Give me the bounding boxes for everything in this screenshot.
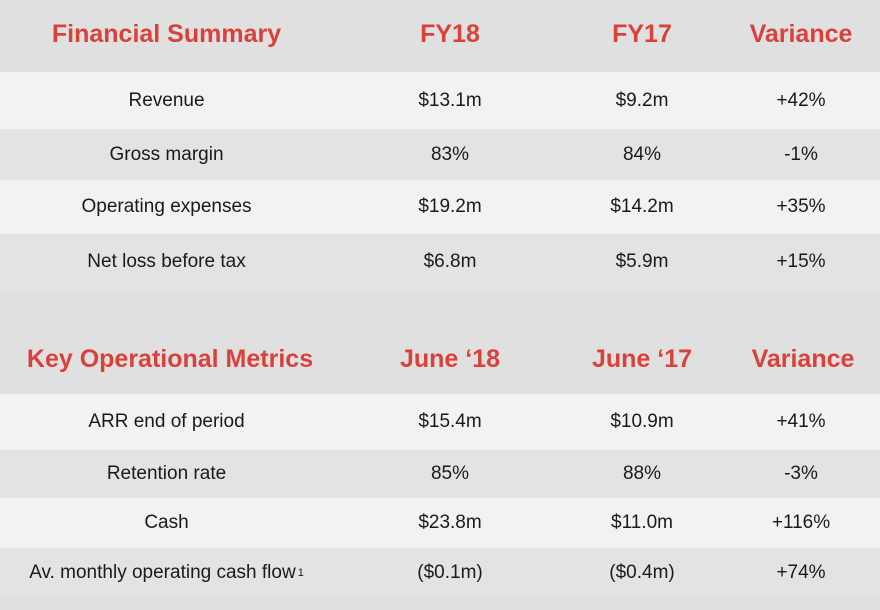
row-value-fy17: $9.2m bbox=[615, 89, 669, 111]
financial-col-variance: Variance bbox=[749, 19, 853, 48]
row-label-with-footnote: Av. monthly operating cash flow 1 bbox=[29, 562, 304, 583]
operational-col-june18: June ‘18 bbox=[399, 344, 501, 373]
row-variance: -1% bbox=[784, 143, 818, 165]
table-row: Retention rate 85% 88% -3% bbox=[0, 450, 880, 498]
financial-summary-title: Financial Summary bbox=[51, 19, 282, 48]
row-variance: +42% bbox=[776, 89, 826, 111]
financial-col-fy17: FY17 bbox=[612, 19, 672, 48]
row-value-june17: ($0.4m) bbox=[609, 562, 675, 583]
operational-col-june17: June ‘17 bbox=[591, 344, 693, 373]
row-value-june18: $15.4m bbox=[418, 411, 482, 432]
operational-col-variance: Variance bbox=[751, 344, 855, 373]
row-variance: +41% bbox=[776, 411, 826, 432]
row-variance: +116% bbox=[771, 512, 831, 533]
table-row: Revenue $13.1m $9.2m +42% bbox=[0, 72, 880, 129]
financial-summary-header: Financial Summary FY18 FY17 Variance bbox=[0, 12, 880, 56]
table-row: Operating expenses $19.2m $14.2m +35% bbox=[0, 180, 880, 234]
row-value-june18: ($0.1m) bbox=[417, 562, 483, 583]
table-row: Av. monthly operating cash flow 1 ($0.1m)… bbox=[0, 548, 880, 598]
row-label: Net loss before tax bbox=[87, 251, 246, 272]
table-row: Cash $23.8m $11.0m +116% bbox=[0, 498, 880, 548]
row-value-june18: 85% bbox=[430, 463, 470, 484]
row-value-fy18: 83% bbox=[430, 143, 470, 165]
row-value-fy18: $13.1m bbox=[418, 89, 482, 111]
row-label: Revenue bbox=[128, 89, 205, 111]
operational-metrics-header: Key Operational Metrics June ‘18 June ‘1… bbox=[0, 337, 880, 381]
row-value-fy18: $19.2m bbox=[418, 196, 482, 217]
row-variance: +35% bbox=[776, 196, 826, 217]
row-value-june18: $23.8m bbox=[418, 512, 482, 533]
row-label: Retention rate bbox=[106, 463, 227, 484]
table-row: Net loss before tax $6.8m $5.9m +15% bbox=[0, 234, 880, 290]
row-value-fy17: $14.2m bbox=[610, 196, 674, 217]
row-value-fy17: $5.9m bbox=[615, 251, 669, 272]
row-value-june17: $11.0m bbox=[611, 512, 673, 533]
row-value-fy17: 84% bbox=[622, 143, 662, 165]
row-variance: +15% bbox=[776, 251, 826, 272]
row-label: Operating expenses bbox=[81, 196, 252, 217]
row-label: Av. monthly operating cash flow bbox=[29, 562, 296, 583]
row-variance: -3% bbox=[784, 463, 818, 484]
row-label: ARR end of period bbox=[88, 411, 245, 432]
table-row: ARR end of period $15.4m $10.9m +41% bbox=[0, 394, 880, 450]
row-value-june17: $10.9m bbox=[610, 411, 674, 432]
row-value-fy18: $6.8m bbox=[423, 251, 477, 272]
row-variance: +74% bbox=[776, 562, 826, 583]
row-label: Cash bbox=[144, 512, 189, 533]
table-row: Gross margin 83% 84% -1% bbox=[0, 129, 880, 180]
operational-metrics-title: Key Operational Metrics bbox=[26, 344, 314, 373]
row-label: Gross margin bbox=[109, 143, 224, 165]
row-value-june17: 88% bbox=[622, 463, 662, 484]
financial-col-fy18: FY18 bbox=[420, 19, 480, 48]
